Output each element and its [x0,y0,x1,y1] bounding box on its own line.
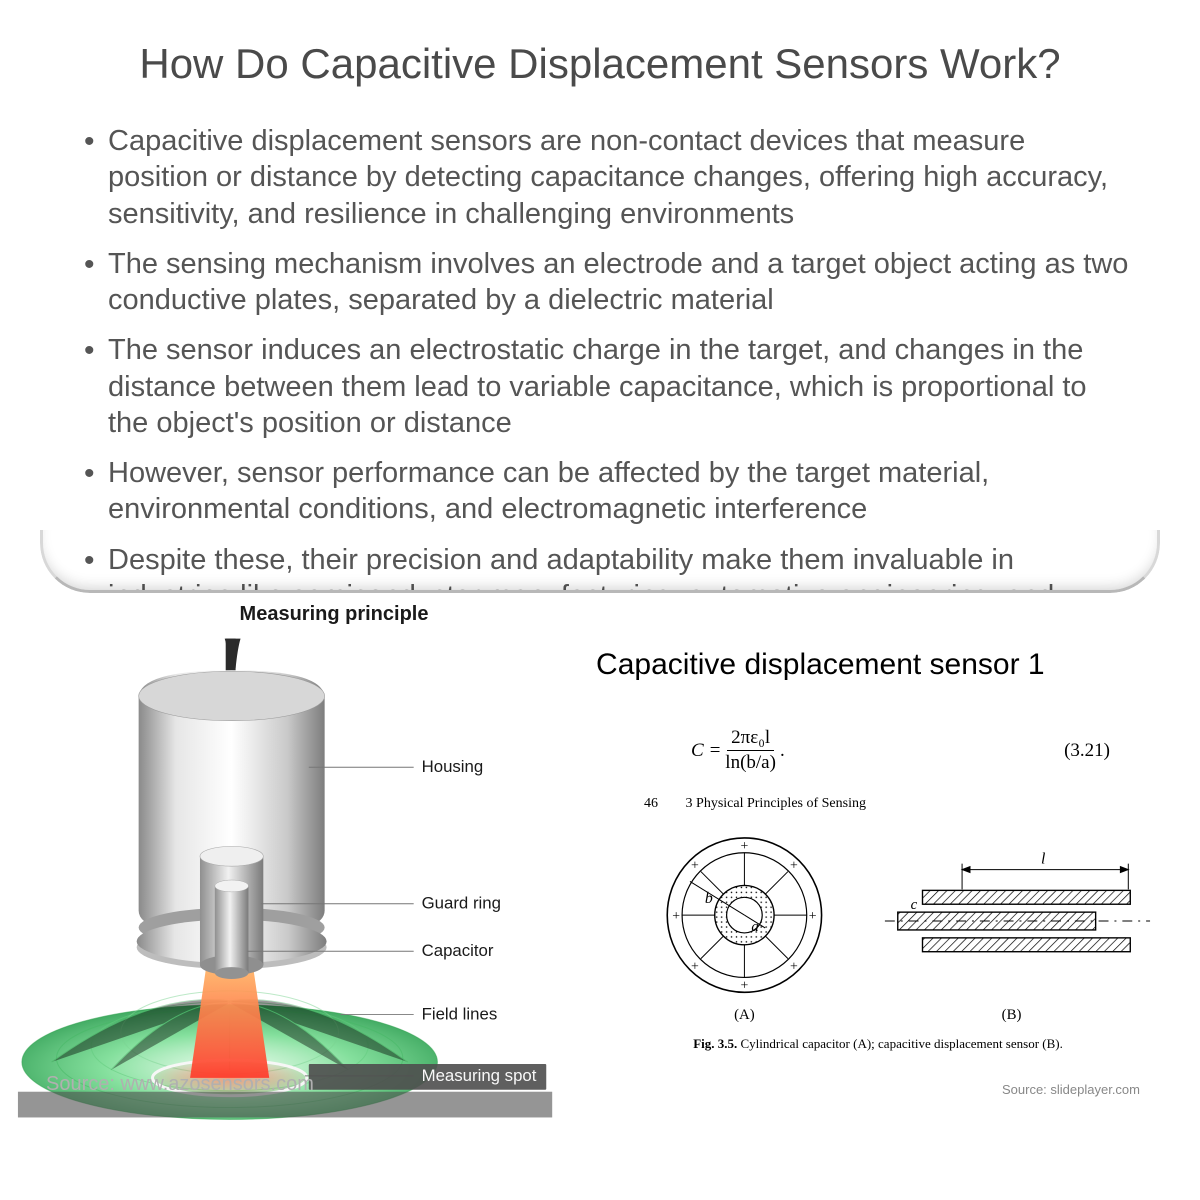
equation-row: C = 2πε₀l ln(b/a) . (3.21) [596,707,1160,784]
svg-text:Measuring spot: Measuring spot [422,1066,537,1085]
figure-left: Measuring principle [12,603,566,1126]
label-field-lines: Field lines [422,1005,498,1024]
svg-text:(B): (B) [1002,1007,1022,1023]
svg-text:+: + [741,838,749,853]
page-title: How Do Capacitive Displacement Sensors W… [20,40,1180,88]
eq-tail: . [780,740,785,762]
capacitor-diagram: + + + + + + + + [596,820,1160,1030]
svg-text:c: c [911,897,918,913]
figure-left-source: Source: www.azosensors.com [46,1073,314,1096]
svg-text:+: + [672,908,680,923]
svg-text:+: + [809,908,817,923]
svg-text:+: + [691,858,699,873]
label-capacitor: Capacitor [422,941,494,960]
list-item: Capacitive displacement sensors are non-… [90,123,1130,232]
svg-text:b: b [705,890,713,907]
svg-text:(A): (A) [734,1007,755,1023]
list-item: However, sensor performance can be affec… [90,455,1130,528]
eq-denominator: ln(b/a) [725,751,776,774]
figure-right: Capacitive displacement sensor 1 C = 2πε… [596,603,1160,1097]
svg-text:+: + [790,959,798,974]
svg-text:l: l [1041,851,1046,868]
label-guard-ring: Guard ring [422,894,501,913]
eq-lhs: C = [691,740,721,762]
sensor-diagram: Housing Guard ring Capacitor Field lines… [12,636,566,1126]
svg-text:+: + [741,977,749,992]
figure-right-title: Capacitive displacement sensor 1 [596,648,1160,682]
list-item: The sensor induces an electrostatic char… [90,332,1130,441]
page-container: How Do Capacitive Displacement Sensors W… [0,0,1200,1200]
list-item: Despite these, their precision and adapt… [90,542,1130,594]
eq-numerator: 2πε₀l [727,727,774,751]
bullet-list: Capacitive displacement sensors are non-… [70,123,1130,593]
list-item: The sensing mechanism involves an electr… [90,246,1130,319]
svg-text:+: + [691,959,699,974]
figure-right-source: Source: slideplayer.com [596,1082,1160,1097]
label-housing: Housing [422,757,484,776]
figures-row: Measuring principle [12,603,1160,1126]
figure-left-heading: Measuring principle [102,603,566,626]
chapter-page: 46 [644,796,658,811]
chapter-line: 46 3 Physical Principles of Sensing [596,796,1160,812]
equation: C = 2πε₀l ln(b/a) . [691,727,785,774]
svg-text:a: a [751,919,758,935]
eq-fraction: 2πε₀l ln(b/a) [725,727,776,774]
svg-text:+: + [790,858,798,873]
content-box: Capacitive displacement sensors are non-… [40,113,1160,593]
eq-ref: (3.21) [1064,740,1110,762]
chapter-text: 3 Physical Principles of Sensing [686,796,866,811]
figure-right-caption: Fig. 3.5. Fig. 3.5. Cylindrical capacito… [596,1036,1160,1052]
